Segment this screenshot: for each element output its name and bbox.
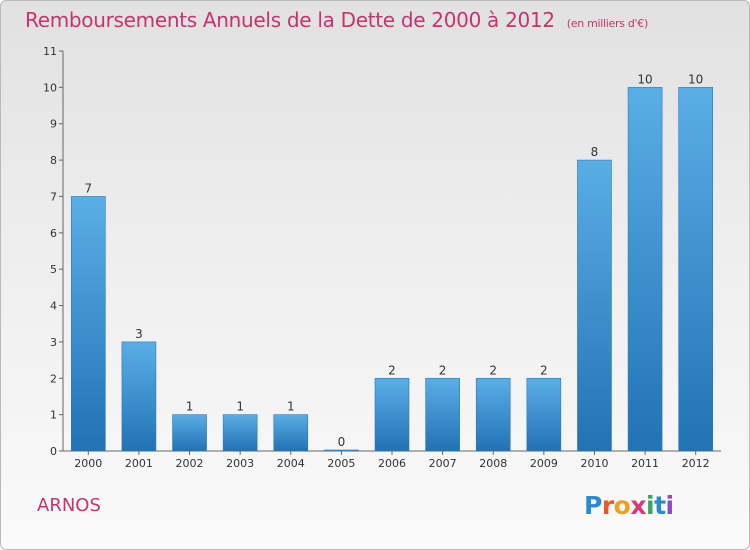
x-tick-label-2011: 2011 [631,457,659,470]
bar-2006 [374,377,410,452]
bar-2011 [627,87,663,452]
value-label-2007: 2 [439,363,447,377]
value-label-2012: 10 [688,72,703,86]
x-tick-label-2009: 2009 [530,457,558,470]
value-label-2011: 10 [637,72,652,86]
chart-title: Remboursements Annuels de la Dette de 20… [25,8,648,32]
logo-letter: x [630,491,646,520]
value-label-2006: 2 [388,363,396,377]
y-tick-label: 8 [50,154,57,167]
chart-subtitle: (en milliers d'€) [566,17,648,30]
y-tick-label: 3 [50,336,57,349]
y-tick-label: 4 [50,300,57,313]
y-tick-label: 2 [50,372,57,385]
value-label-2002: 1 [186,400,194,414]
commune-name: ARNOS [37,495,101,516]
value-label-2010: 8 [591,145,599,159]
proxiti-logo: Proxiti [584,491,674,520]
y-tick-label: 0 [50,445,57,458]
y-tick-label: 1 [50,409,57,422]
y-tick-label: 10 [43,81,57,94]
logo-letter: P [584,491,602,520]
bar-2001 [121,341,157,452]
bar-2007 [425,377,460,452]
x-tick-label-2007: 2007 [429,457,457,470]
bar-2012 [678,87,713,452]
x-tick-label-2001: 2001 [125,457,153,470]
y-tick-label: 9 [50,118,57,131]
y-tick-label: 7 [50,190,57,203]
logo-letter: t [654,491,666,520]
value-label-2003: 1 [236,400,244,414]
x-tick-label-2000: 2000 [74,457,102,470]
bar-2000 [71,196,106,452]
value-label-2004: 1 [287,400,295,414]
bar-2009 [526,377,562,452]
x-tick-label-2005: 2005 [327,457,355,470]
logo-letter: i [665,491,675,520]
x-tick-label-2003: 2003 [226,457,254,470]
value-label-2000: 7 [84,181,92,195]
logo-letter: r [601,491,614,520]
logo-letter: i [646,491,655,520]
x-tick-label-2010: 2010 [580,457,608,470]
x-tick-label-2006: 2006 [378,457,406,470]
bar-2008 [475,377,511,452]
chart-title-text: Remboursements Annuels de la Dette de 20… [25,8,555,32]
x-tick-label-2012: 2012 [682,457,710,470]
x-tick-label-2008: 2008 [479,457,507,470]
value-label-2005: 0 [338,435,346,449]
value-label-2001: 3 [135,327,143,341]
value-label-2008: 2 [489,363,497,377]
bar-2010 [577,159,612,452]
y-tick-label: 6 [50,227,57,240]
bar-2005 [324,449,359,452]
logo-letter: o [613,491,631,520]
bar-2003 [222,414,258,452]
y-tick-label: 5 [50,263,57,276]
x-tick-label-2002: 2002 [176,457,204,470]
x-tick-label-2004: 2004 [277,457,305,470]
y-tick-label: 11 [43,45,57,58]
bar-2002 [172,414,207,452]
bar-2004 [273,414,309,452]
value-label-2009: 2 [540,363,548,377]
